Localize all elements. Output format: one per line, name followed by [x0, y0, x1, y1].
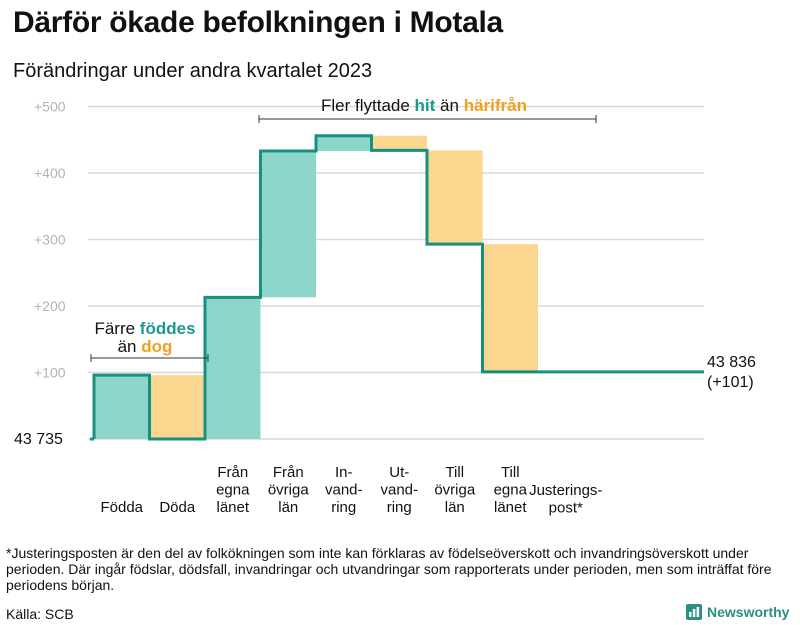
x-category-label: ring — [387, 499, 412, 516]
annotation-span: Fler flyttade — [321, 96, 415, 115]
y-tick-label: +500 — [34, 99, 66, 115]
waterfall-bar — [427, 150, 483, 245]
waterfall-bar — [371, 135, 427, 151]
x-category-label: post* — [549, 500, 583, 517]
annotation-span: hit — [415, 96, 436, 115]
footnote: *Justeringsposten är den del av folkökni… — [6, 545, 772, 593]
annotation-span: dog — [141, 337, 172, 356]
logo-text: Newsworthy — [707, 604, 790, 620]
x-category-label: egna — [494, 482, 528, 499]
x-category-label: Födda — [100, 499, 143, 516]
waterfall-bar — [205, 297, 261, 439]
chart-subtitle: Förändringar under andra kvartalet 2023 — [13, 60, 373, 82]
annotation-births-deaths-line1: Färre föddes — [94, 319, 195, 338]
newsworthy-logo: Newsworthy — [686, 604, 789, 620]
x-category-label: vand- — [325, 482, 363, 499]
y-tick-label: +200 — [34, 298, 66, 314]
end-change-label: (+101) — [707, 374, 754, 391]
x-category-label: länet — [216, 499, 249, 516]
waterfall-bar — [149, 375, 205, 439]
x-category-label: egna — [216, 482, 250, 499]
y-tick-label: +300 — [34, 232, 66, 248]
annotation-span: föddes — [140, 319, 196, 338]
chart-title: Därför ökade befolkningen i Motala — [13, 6, 503, 39]
bar-chart-icon — [686, 604, 702, 620]
annotation-span: härifrån — [464, 96, 527, 115]
end-value-label: 43 836 — [707, 354, 756, 371]
x-category-label: Ut- — [389, 464, 409, 481]
x-category-label: vand- — [380, 482, 418, 499]
annotation-span: än — [435, 96, 463, 115]
running-total-line — [92, 134, 704, 441]
x-category-label: övriga — [434, 482, 476, 499]
start-value-label: 43 735 — [14, 431, 63, 448]
x-category-label: Justerings- — [529, 482, 602, 499]
annotation-span: än — [118, 337, 142, 356]
waterfall-bar — [94, 375, 150, 439]
x-category-label: ring — [331, 499, 356, 516]
annotation-migration: Fler flyttade hit än härifrån — [321, 96, 527, 115]
x-category-label: Döda — [159, 499, 196, 516]
x-category-label: Från — [273, 464, 304, 481]
annotation-births-deaths-line2: än dog — [118, 337, 173, 356]
x-category-label: länet — [494, 499, 527, 516]
y-tick-label: +400 — [34, 165, 66, 181]
waterfall-bar — [260, 151, 316, 298]
x-category-label: övriga — [268, 482, 310, 499]
x-category-label: län — [278, 499, 298, 516]
x-category-label: län — [445, 499, 465, 516]
x-category-label: Till — [501, 464, 520, 481]
source-note: Källa: SCB — [6, 606, 74, 622]
y-tick-label: +100 — [34, 365, 66, 381]
x-category-label: Till — [445, 464, 464, 481]
x-category-label: Från — [217, 464, 248, 481]
annotation-span: Färre — [94, 319, 139, 338]
waterfall-bar — [482, 244, 538, 372]
waterfall-bar — [316, 135, 372, 152]
x-category-label: In- — [335, 464, 353, 481]
